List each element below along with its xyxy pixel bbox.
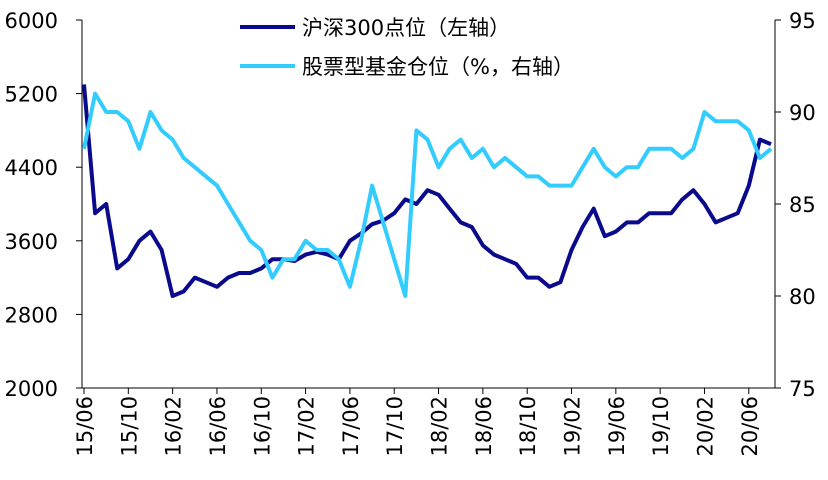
series-line: [82, 91, 773, 298]
x-tick-label: 18/02: [428, 396, 452, 457]
y2-tick-label: 80: [789, 285, 816, 309]
legend-label: 股票型基金仓位（%，右轴）: [302, 55, 574, 79]
x-tick-label: 16/02: [162, 396, 186, 457]
x-tick-label: 15/10: [117, 396, 141, 457]
x-tick-label: 16/10: [250, 396, 274, 457]
x-tick-label: 17/06: [339, 396, 363, 457]
x-tick-label: 15/06: [73, 396, 97, 457]
y2-tick-label: 85: [789, 193, 816, 217]
x-tick-label: 17/10: [383, 396, 407, 457]
x-tick-label: 20/06: [738, 396, 762, 457]
y-tick-label: 3600: [5, 230, 58, 254]
y2-tick-label: 75: [789, 377, 816, 401]
y-tick-label: 4400: [5, 156, 58, 180]
x-tick-label: 18/06: [472, 396, 496, 457]
y-tick-label: 2000: [5, 377, 58, 401]
x-tick-label: 17/02: [295, 396, 319, 457]
x-tick-label: 16/06: [206, 396, 230, 457]
x-tick-label: 19/10: [649, 396, 673, 457]
x-tick-label: 19/02: [561, 396, 585, 457]
x-tick-label: 20/02: [693, 396, 717, 457]
y-tick-label: 2800: [5, 303, 58, 327]
y-tick-label: 5200: [5, 83, 58, 107]
x-tick-label: 19/06: [605, 396, 629, 457]
y2-tick-label: 90: [789, 101, 816, 125]
x-tick-label: 18/10: [516, 396, 540, 457]
y-tick-label: 6000: [5, 9, 58, 33]
y2-tick-label: 95: [789, 9, 816, 33]
legend-label: 沪深300点位（左轴）: [302, 16, 510, 40]
series-line: [82, 84, 772, 298]
